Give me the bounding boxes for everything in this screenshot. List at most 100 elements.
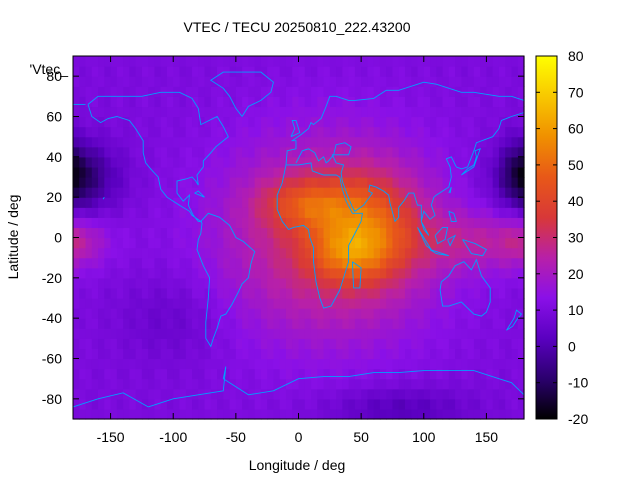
heatmap-cell — [285, 378, 293, 390]
heatmap-cell — [467, 156, 475, 168]
heatmap-cell — [160, 287, 168, 299]
heatmap-cell — [480, 187, 488, 198]
heatmap-cell — [448, 267, 456, 279]
heatmap-cell — [160, 56, 168, 67]
heatmap-cell — [311, 368, 318, 380]
heatmap-cell — [361, 116, 368, 128]
heatmap-cell — [179, 318, 187, 329]
heatmap-cell — [85, 267, 93, 279]
heatmap-cell — [517, 247, 525, 259]
heatmap-cell — [141, 287, 149, 299]
heatmap-cell — [148, 56, 156, 67]
heatmap-cell — [98, 257, 105, 269]
heatmap-cell — [467, 66, 475, 77]
heatmap-cell — [473, 388, 481, 400]
heatmap-cell — [367, 287, 375, 299]
heatmap-cell — [248, 368, 256, 380]
heatmap-cell — [367, 136, 375, 148]
heatmap-cell — [411, 358, 419, 370]
heatmap-cell — [154, 116, 162, 128]
heatmap-cell — [448, 96, 456, 108]
x-tick-label: -100 — [159, 429, 187, 445]
heatmap-cell — [404, 217, 412, 229]
heatmap-cell — [467, 328, 475, 339]
heatmap-cell — [273, 146, 281, 158]
coastline-segment — [148, 366, 525, 408]
heatmap-cell — [342, 328, 350, 339]
heatmap-cell — [73, 328, 80, 339]
heatmap-cell — [517, 277, 525, 289]
colorbar-tick-label: 70 — [568, 84, 584, 100]
heatmap-cell — [486, 267, 494, 279]
heatmap-cell — [423, 328, 431, 339]
heatmap-cell — [254, 378, 262, 390]
heatmap-cell — [517, 96, 525, 108]
heatmap-cell — [348, 136, 356, 148]
heatmap-cell — [254, 257, 262, 269]
heatmap-cell — [467, 298, 475, 309]
heatmap-cell — [73, 298, 80, 309]
heatmap-cell — [173, 56, 181, 67]
heatmap-cell — [217, 207, 224, 218]
heatmap-cell — [323, 267, 331, 279]
colorbar-tick-label: 10 — [568, 302, 584, 318]
heatmap-cell — [173, 237, 181, 249]
heatmap-cell — [480, 257, 488, 269]
heatmap-cell — [273, 388, 281, 400]
heatmap-cell — [104, 187, 112, 198]
heatmap-cell — [242, 217, 249, 229]
heatmap-cell — [511, 247, 519, 259]
heatmap-cell — [467, 287, 475, 299]
heatmap-cell — [141, 197, 149, 208]
heatmap-cell — [154, 308, 162, 319]
heatmap-cell — [323, 86, 331, 97]
heatmap-cell — [430, 237, 437, 249]
heatmap-cell — [511, 378, 519, 390]
heatmap-cell — [267, 328, 275, 339]
heatmap-cell — [448, 156, 456, 168]
heatmap-cell — [354, 298, 362, 309]
heatmap-cell — [317, 146, 325, 158]
heatmap-cell — [210, 166, 218, 178]
heatmap-cell — [129, 177, 137, 188]
heatmap-cell — [304, 126, 312, 138]
heatmap-cell — [511, 267, 519, 279]
heatmap-cell — [210, 217, 218, 229]
heatmap-cell — [354, 318, 362, 329]
heatmap-cell — [348, 287, 356, 299]
heatmap-cell — [367, 197, 375, 208]
heatmap-cell — [411, 106, 419, 118]
heatmap-cell — [248, 187, 256, 198]
heatmap-cell — [85, 166, 93, 178]
heatmap-cell — [436, 308, 444, 319]
heatmap-cell — [430, 348, 437, 360]
heatmap-cell — [442, 126, 450, 138]
heatmap-cell — [336, 56, 343, 67]
heatmap-cell — [91, 86, 99, 97]
heatmap-cell — [436, 197, 444, 208]
heatmap-cell — [505, 338, 513, 350]
heatmap-cell — [91, 408, 99, 420]
heatmap-cell — [323, 187, 331, 198]
heatmap-cell — [166, 247, 174, 259]
heatmap-cell — [492, 257, 500, 269]
heatmap-cell — [511, 146, 519, 158]
heatmap-cell — [154, 126, 162, 138]
heatmap-cell — [248, 378, 256, 390]
heatmap-cell — [135, 328, 143, 339]
heatmap-cell — [386, 378, 394, 390]
heatmap-cell — [235, 277, 243, 289]
heatmap-cell — [511, 116, 519, 128]
heatmap-cell — [317, 388, 325, 400]
heatmap-cell — [329, 247, 337, 259]
heatmap-cell — [210, 106, 218, 118]
heatmap-cell — [417, 237, 425, 249]
heatmap-cell — [492, 76, 500, 87]
heatmap-cell — [192, 217, 199, 229]
heatmap-cell — [141, 106, 149, 118]
heatmap-cell — [116, 308, 124, 319]
heatmap-cell — [342, 368, 350, 380]
heatmap-cell — [473, 328, 481, 339]
heatmap-cell — [110, 136, 118, 148]
heatmap-cell — [160, 227, 168, 239]
